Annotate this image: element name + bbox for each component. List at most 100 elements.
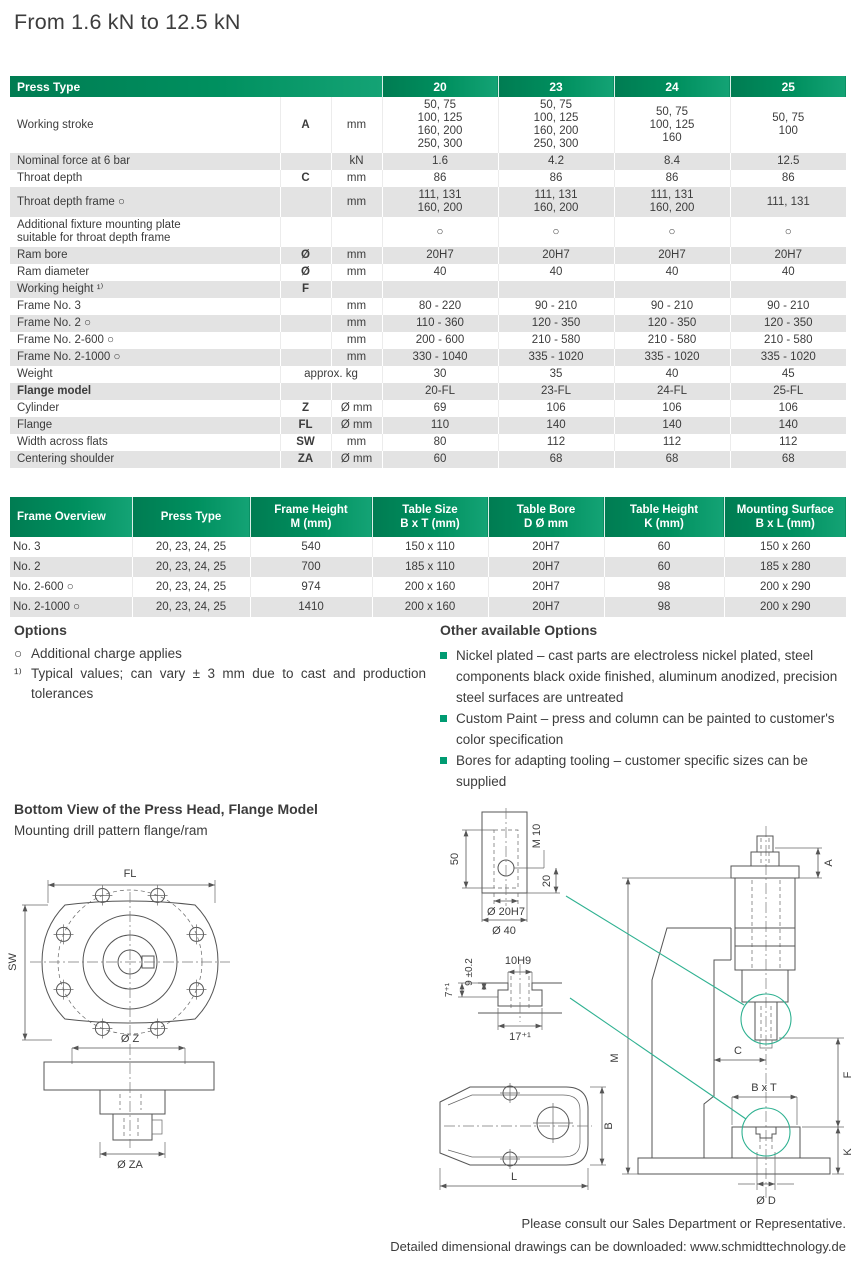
spec-cell: ○ (497, 217, 615, 247)
spec-cell: 60 (381, 451, 499, 468)
bullet-square-icon (440, 652, 447, 659)
spec-cell: 1.6 (381, 153, 499, 170)
frame-col-header: Frame Height M (mm) (249, 497, 372, 537)
spec-cell: ○ (613, 217, 731, 247)
frame-cell: No. 3 (13, 540, 41, 553)
spec-cell: 68 (613, 451, 731, 468)
spec-cell: 86 (729, 170, 847, 187)
spec-row-unit: mm (330, 170, 383, 187)
other-options-list: Nickel plated – cast parts are electrole… (440, 645, 848, 792)
frame-cell: 60 (603, 537, 724, 557)
spec-cell: 24-FL (613, 383, 731, 400)
spec-cell: 20H7 (613, 247, 731, 264)
spec-header-col-25: 25 (729, 76, 847, 97)
spec-cell: 35 (497, 366, 615, 383)
spec-row: Frame No. 2-600 ○ mm 200 - 600 210 - 580 210… (10, 332, 847, 349)
spec-row-label: Ram diameter (17, 266, 90, 278)
spec-cell: 40 (613, 366, 731, 383)
spec-cell: 86 (613, 170, 731, 187)
spec-row-symbol (279, 315, 331, 332)
spec-row-symbol (279, 349, 331, 366)
frame-cell: 200 x 160 (371, 577, 488, 597)
other-options-item-text: Bores for adapting tooling – customer sp… (456, 753, 808, 789)
spec-cell: 110 - 360 (381, 315, 499, 332)
spec-table-head: Press Type 20 23 24 25 (10, 76, 847, 97)
spec-header-row: Press Type 20 23 24 25 (10, 76, 847, 97)
spec-cell: 330 - 1040 (381, 349, 499, 366)
spec-row-unit: mm (330, 187, 383, 217)
spec-cell: 200 - 600 (381, 332, 499, 349)
dim-label-9: 9 ±0.2 (464, 958, 475, 986)
spec-cell: 120 - 350 (613, 315, 731, 332)
spec-row: Cylinder Z Ø mm 69 106 106 106 (10, 400, 847, 417)
spec-cell: 40 (381, 264, 499, 281)
frame-col-header-line2: M (mm) (290, 518, 332, 530)
bullet-square-icon (440, 757, 447, 764)
footnote-marker: ¹⁾ (14, 666, 22, 681)
other-options-section: Other available Options Nickel plated – … (440, 620, 848, 792)
dim-label-20h7: Ø 20H7 (487, 906, 525, 918)
frame-col-header-line1: Press Type (160, 511, 222, 523)
spec-cell: 68 (729, 451, 847, 468)
frame-cell: 185 x 110 (371, 557, 488, 577)
dim-label-m: M (609, 1053, 621, 1062)
spec-row-label: Throat depth frame ○ (17, 195, 125, 208)
dim-label-40: Ø 40 (492, 925, 516, 937)
spec-row-label: Flange model (17, 385, 92, 397)
dim-label-m10: M 10 (531, 824, 543, 848)
dim-label-sw: SW (7, 953, 19, 971)
spec-cell: 335 - 1020 (613, 349, 731, 366)
spec-row-label: Nominal force at 6 bar (17, 155, 131, 167)
spec-row-unit: mm (330, 349, 383, 366)
spec-cell: 111, 131 160, 200 (613, 187, 731, 217)
spec-cell (381, 281, 499, 298)
spec-cell: 20H7 (497, 247, 615, 264)
frame-col-header: Table Size B x T (mm) (371, 497, 488, 537)
spec-cell: 50, 75 100, 125 160 (613, 97, 731, 153)
spec-cell: 110 (381, 417, 499, 434)
spec-cell: 90 - 210 (729, 298, 847, 315)
frame-cell: 60 (603, 557, 724, 577)
spec-row-unit: mm (330, 298, 383, 315)
frame-cell: 20, 23, 24, 25 (131, 537, 250, 557)
spec-row-unit: mm (330, 434, 383, 451)
spec-cell: 112 (613, 434, 731, 451)
spec-row-symbol: A (279, 97, 331, 153)
frame-cell: No. 2 (13, 560, 41, 573)
technical-drawings: FL SW (7, 808, 854, 1207)
spec-row-unit: Ø mm (330, 417, 383, 434)
spec-cell: 120 - 350 (729, 315, 847, 332)
spec-cell: 111, 131 160, 200 (381, 187, 499, 217)
spec-row-label: Ram bore (17, 249, 68, 261)
frame-cell: 200 x 290 (723, 577, 846, 597)
footer-line2: Detailed dimensional drawings can be dow… (390, 1239, 846, 1254)
spec-cell: 8.4 (613, 153, 731, 170)
spec-cell: 50, 75 100 (729, 97, 847, 153)
dim-label-oz: Ø Z (121, 1033, 140, 1045)
spec-cell: 106 (729, 400, 847, 417)
spec-row: Flange model 20-FL 23-FL 24-FL 25-FL (10, 383, 847, 400)
frame-row: No. 2-600 ○ 20, 23, 24, 25 974 200 x 160 20H… (10, 577, 846, 597)
dim-label-b: B (603, 1122, 615, 1129)
spec-row-unit: Ø mm (330, 451, 383, 468)
spec-cell: 90 - 210 (613, 298, 731, 315)
options-list: ○ Additional charge applies ¹⁾ Typical valu… (14, 644, 426, 704)
spec-cell: 23-FL (497, 383, 615, 400)
spec-row-label: Additional fixture mounting plate suitab… (17, 219, 181, 244)
frame-cell: 974 (249, 577, 372, 597)
frame-cell: 20, 23, 24, 25 (131, 597, 250, 617)
spec-row-label: Width across flats (17, 436, 108, 448)
spec-cell: 120 - 350 (497, 315, 615, 332)
spec-cell: ○ (729, 217, 847, 247)
dim-label-bxt: B x T (751, 1082, 777, 1094)
frame-cell: 20H7 (487, 577, 604, 597)
spec-row-label: Frame No. 3 (17, 300, 81, 312)
dim-label-17: 17⁺¹ (509, 1031, 531, 1043)
bottom-view-subtitle: Mounting drill pattern flange/ram (14, 823, 208, 838)
spec-row: Width across flats SW mm 80 112 112 112 (10, 434, 847, 451)
frame-col-header-line2: B x L (mm) (755, 518, 815, 530)
